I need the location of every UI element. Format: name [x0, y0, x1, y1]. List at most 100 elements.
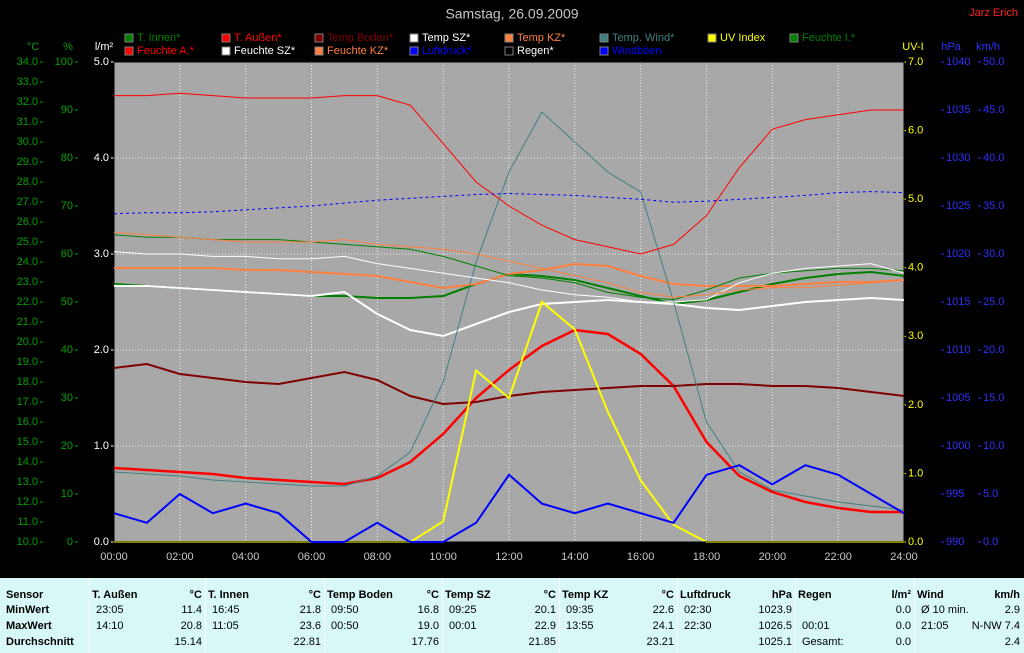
table-cell: 14:10	[96, 620, 124, 632]
table-cell: 20.8	[180, 620, 202, 632]
legend-swatch	[789, 33, 799, 43]
y-tick-label: 33.0	[17, 76, 38, 88]
y-tick-label: 1040	[946, 56, 970, 68]
legend-label: Feuchte A.*	[137, 45, 195, 57]
table-cell: 2.4	[1004, 636, 1020, 648]
legend-swatch	[599, 33, 609, 43]
table-cell: 1026.5	[758, 620, 792, 632]
row-label: Sensor	[6, 589, 44, 601]
y-tick-label: 1030	[946, 152, 970, 164]
table-cell: 0.0	[895, 604, 911, 616]
y-tick-label: 16.0	[17, 416, 38, 428]
table-cell: 0.0	[895, 636, 911, 648]
y-tick-label: 31.0	[17, 116, 38, 128]
table-cell: 15.14	[174, 636, 202, 648]
legend-label: Feuchte SZ*	[234, 45, 296, 57]
y-tick-label: 35.0	[983, 200, 1004, 212]
legend-swatch	[221, 33, 231, 43]
y-tick-label: 10	[61, 488, 73, 500]
legend-label: Regen*	[517, 45, 554, 57]
y-tick-label: 17.0	[17, 396, 38, 408]
axis-label: UV-I	[902, 41, 923, 53]
column-unit: °C	[189, 589, 202, 601]
y-tick-label: 34.0	[17, 56, 38, 68]
table-cell: 20.1	[534, 604, 556, 616]
axis-label: °C	[27, 41, 39, 53]
x-tick-label: 22:00	[824, 551, 852, 563]
series-line	[114, 285, 905, 338]
column-header: Temp SZ	[445, 589, 491, 601]
column-unit: km/h	[994, 589, 1020, 601]
y-tick-label: 25.0	[983, 296, 1004, 308]
series-line	[113, 231, 905, 298]
table-cell: Ø 10 min.	[921, 604, 969, 616]
y-tick-label: 1010	[946, 344, 970, 356]
column-header: Luftdruck	[680, 589, 731, 601]
table-cell: N-NW 7.4	[971, 620, 1020, 632]
x-tick-label: 10:00	[429, 551, 457, 563]
table-cell: 24.1	[652, 620, 674, 632]
legend-swatch	[707, 33, 717, 43]
x-tick-label: 14:00	[561, 551, 589, 563]
x-tick-label: 18:00	[693, 551, 721, 563]
column-separator	[795, 578, 796, 653]
legend-label: Temp SZ*	[422, 32, 471, 44]
y-tick-label: 18.0	[17, 376, 38, 388]
table-cell: 11:05	[212, 620, 239, 632]
column-separator	[205, 578, 206, 653]
table-cell: 23.6	[299, 620, 321, 632]
y-tick-label: 14.0	[17, 456, 38, 468]
y-tick-label: 15.0	[983, 392, 1004, 404]
table-cell: 11.4	[181, 604, 202, 616]
y-tick-label: 29.0	[17, 156, 38, 168]
legend-swatch	[221, 46, 231, 56]
table-cell: 16:45	[212, 604, 240, 616]
y-tick-label: 60	[61, 248, 73, 260]
y-tick-label: 30.0	[17, 136, 38, 148]
column-header: T. Innen	[208, 589, 249, 601]
y-tick-label: 30.0	[983, 248, 1004, 260]
legend-swatch	[124, 33, 134, 43]
author: Jarz Erich	[969, 7, 1018, 19]
y-tick-label: 26.0	[17, 216, 38, 228]
table-cell: Gesamt:	[802, 636, 844, 648]
y-tick-label: 100	[55, 56, 73, 68]
y-tick-label: 0	[67, 536, 73, 548]
table-cell: 21.8	[299, 604, 321, 616]
table-cell: 21:05	[921, 620, 949, 632]
table-cell: 13:55	[566, 620, 594, 632]
legend-label: Temp KZ*	[517, 32, 566, 44]
column-separator	[559, 578, 560, 653]
chart-title: Samstag, 26.09.2009	[445, 6, 578, 22]
y-tick-label: 50	[61, 296, 73, 308]
y-tick-label: 2.0	[908, 399, 923, 411]
column-header: Wind	[917, 589, 944, 601]
legend-swatch	[314, 46, 324, 56]
axis-label: l/m²	[95, 41, 114, 53]
y-tick-label: 1025	[946, 200, 970, 212]
y-tick-label: 1020	[946, 248, 970, 260]
x-tick-label: 08:00	[364, 551, 392, 563]
column-unit: °C	[426, 589, 439, 601]
y-tick-label: 7.0	[908, 56, 923, 68]
table-cell: 22.81	[293, 636, 321, 648]
y-tick-label: 20.0	[17, 336, 38, 348]
y-tick-label: 40	[61, 344, 73, 356]
table-cell: 00:50	[331, 620, 359, 632]
legend-label: T. Außen*	[234, 32, 282, 44]
y-tick-label: 0.0	[94, 536, 109, 548]
series-line	[113, 328, 904, 514]
series-line	[113, 251, 905, 303]
column-header: Temp KZ	[562, 589, 609, 601]
column-separator	[324, 578, 325, 653]
y-tick-label: 1.0	[908, 467, 923, 479]
y-tick-label: 12.0	[17, 496, 38, 508]
y-tick-label: 90	[61, 104, 73, 116]
y-tick-label: 21.0	[17, 316, 38, 328]
legend-swatch	[409, 33, 419, 43]
table-cell: 17.76	[411, 636, 439, 648]
column-unit: hPa	[771, 589, 792, 601]
legend-swatch	[409, 46, 419, 56]
y-tick-label: 6.0	[908, 124, 923, 136]
